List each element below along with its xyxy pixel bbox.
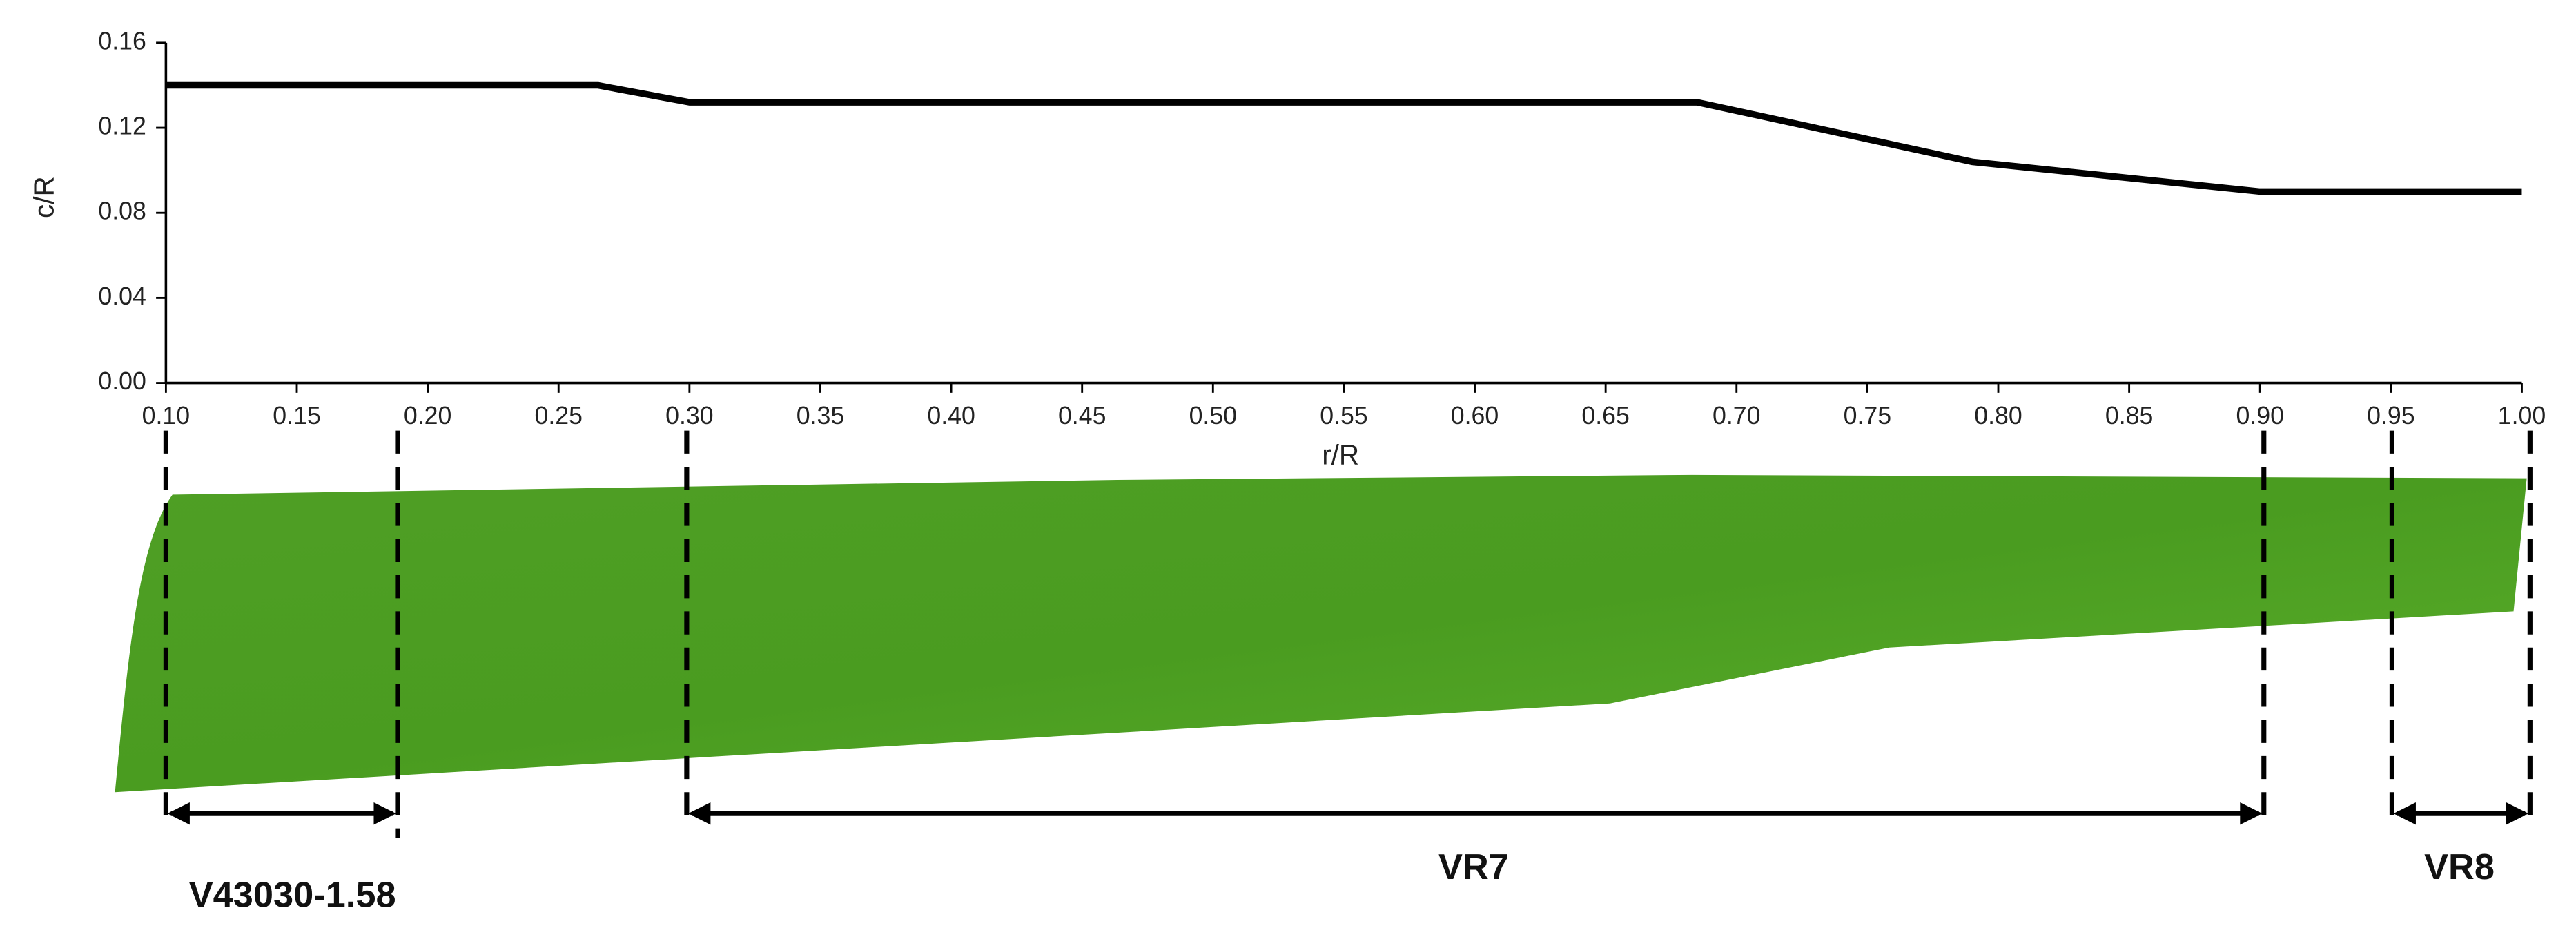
y-tick-label: 0.16 [98,27,146,55]
span-arrows [167,802,2529,825]
arrow-head [687,802,2263,825]
x-tick-label: 0.70 [1713,402,1760,429]
section-dividers [163,430,2533,838]
x-tick-label: 0.65 [1581,402,1629,429]
x-tick-label: 0.30 [665,402,713,429]
y-tick-label: 0.04 [98,282,146,310]
x-tick-label: 0.90 [2236,402,2283,429]
arrow-head [2393,802,2529,825]
data-line [166,81,2522,195]
x-tick-label: 1.00 [2498,402,2546,429]
x-tick-label: 0.25 [535,402,583,429]
x-tick-label: 0.45 [1058,402,1106,429]
x-tick-label: 0.60 [1451,402,1499,429]
blade-shape [115,474,2527,793]
y-tick-label: 0.00 [98,367,146,395]
section-label: V43030-1.58 [189,875,396,915]
section-label: VR8 [2424,847,2495,887]
y-tick-label: 0.12 [98,112,146,139]
arrow-head [167,802,396,825]
x-tick-label: 0.50 [1189,402,1237,429]
x-tick-label: 0.15 [273,402,320,429]
x-tick-label: 0.85 [2105,402,2153,429]
section-label: VR7 [1438,847,1509,887]
x-tick-label: 0.35 [797,402,844,429]
x-axis-title: r/R [1322,438,1359,470]
x-tick-label: 0.40 [927,402,975,429]
x-tick-label: 0.10 [142,402,190,429]
y-tick-label: 0.08 [98,197,146,225]
x-tick-label: 0.80 [1974,402,2022,429]
x-tick-label: 0.55 [1320,402,1367,429]
x-tick-label: 0.95 [2367,402,2414,429]
x-tick-label: 0.75 [1844,402,1891,429]
y-axis-title: c/R [28,176,59,218]
x-tick-label: 0.20 [404,402,451,429]
